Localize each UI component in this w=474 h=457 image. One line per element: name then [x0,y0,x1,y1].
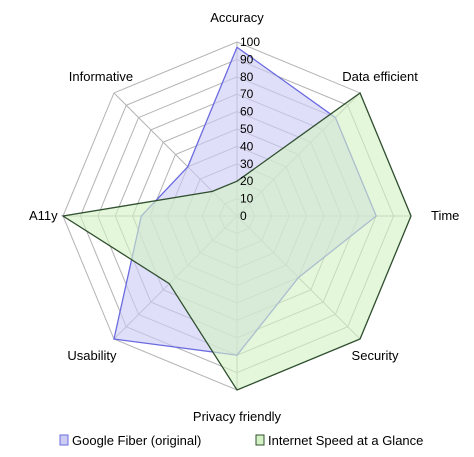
tick-label: 100 [240,35,260,49]
legend-label-google-fiber-original: Google Fiber (original) [72,433,201,448]
series-internet-speed-at-a-glance [61,91,412,391]
tick-label: 20 [240,174,254,188]
legend-swatch-internet-speed-at-a-glance [255,434,265,446]
axis-label-security: Security [352,348,399,363]
tick-label-layer: 0 10 20 30 40 50 60 70 80 90 100 [240,35,260,223]
tick-label: 50 [240,122,254,136]
tick-label: 40 [240,139,254,153]
legend-swatch-google-fiber-original [59,434,69,446]
axis-label-privacy-friendly: Privacy friendly [193,409,282,424]
tick-label: 90 [240,52,254,66]
axis-label-layer: Accuracy Data efficient Time Security Privac… [29,10,459,424]
axis-label-accuracy: Accuracy [210,10,264,25]
axis-label-data-efficient: Data efficient [342,69,418,84]
tick-label: 30 [240,157,254,171]
tick-label: 70 [240,87,254,101]
tick-label: 0 [240,209,247,223]
series-layer [61,46,412,391]
axis-label-time: Time [431,208,459,223]
axis-label-a11y: A11y [29,208,58,223]
tick-label: 10 [240,192,254,206]
tick-label: 80 [240,70,254,84]
axis-label-usability: Usability [67,348,117,363]
axis-label-informative: Informative [69,69,133,84]
legend: Google Fiber (original) Internet Speed at… [59,433,423,448]
tick-label: 60 [240,105,254,119]
legend-label-internet-speed-at-a-glance: Internet Speed at a Glance [268,433,423,448]
